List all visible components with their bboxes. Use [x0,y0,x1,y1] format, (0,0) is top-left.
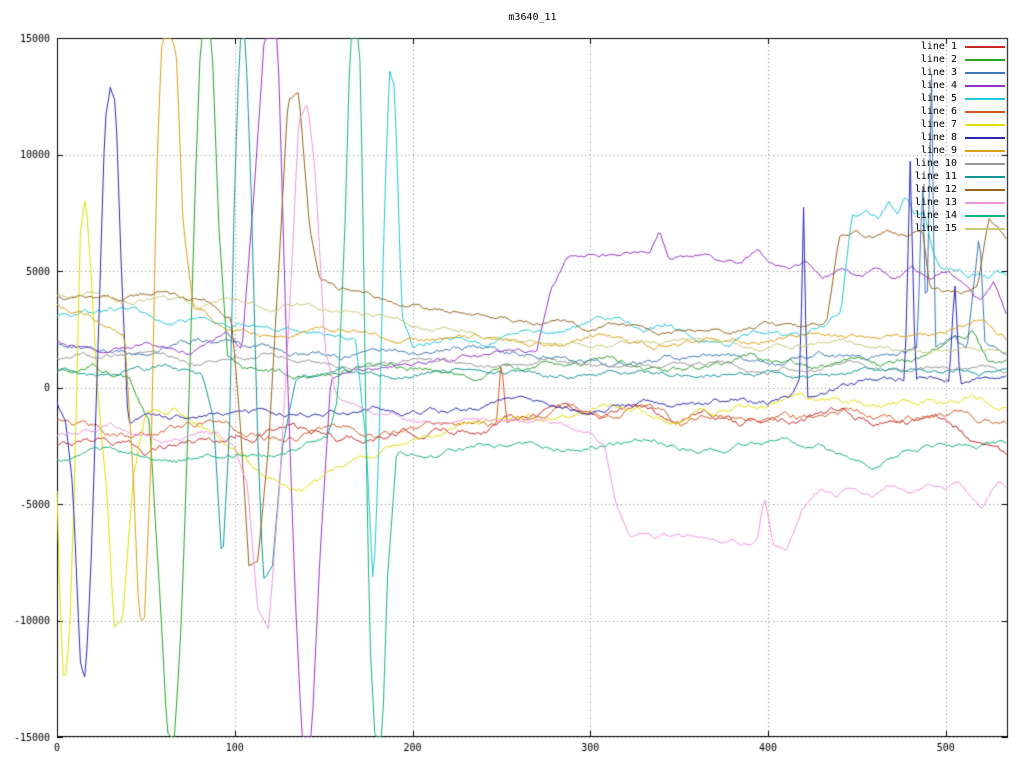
chart-title: m3640_11 [508,12,557,23]
legend-label: line 6 [920,106,957,117]
legend: line 1 line 2 line 3 line 4 line 5 line 6 line… [915,40,1005,235]
legend-entry: line 2 [915,53,1005,66]
legend-label: line 12 [914,184,957,195]
legend-label: line 14 [914,210,957,221]
legend-label: line 2 [920,54,957,65]
legend-line-sample-icon [965,84,1005,87]
legend-line-sample-icon [965,162,1005,165]
legend-label: line 7 [920,119,957,130]
legend-line-sample-icon [965,227,1005,230]
legend-line-sample-icon [965,71,1005,74]
legend-entry: line 11 [915,170,1005,183]
legend-entry: line 6 [915,105,1005,118]
legend-label: line 5 [920,93,957,104]
legend-label: line 8 [920,132,957,143]
legend-entry: line 10 [915,157,1005,170]
legend-line-sample-icon [965,175,1005,178]
legend-line-sample-icon [965,201,1005,204]
legend-entry: line 4 [915,79,1005,92]
legend-entry: line 8 [915,131,1005,144]
legend-line-sample-icon [965,123,1005,126]
legend-entry: line 5 [915,92,1005,105]
legend-entry: line 9 [915,144,1005,157]
legend-line-sample-icon [965,136,1005,139]
legend-line-sample-icon [965,110,1005,113]
legend-line-sample-icon [965,188,1005,191]
legend-line-sample-icon [965,214,1005,217]
legend-label: line 15 [914,223,957,234]
legend-entry: line 13 [915,196,1005,209]
legend-label: line 11 [914,171,957,182]
legend-line-sample-icon [965,149,1005,152]
legend-entry: line 14 [915,209,1005,222]
legend-line-sample-icon [965,58,1005,61]
legend-line-sample-icon [965,45,1005,48]
legend-entry: line 12 [915,183,1005,196]
legend-entry: line 3 [915,66,1005,79]
legend-label: line 9 [920,145,957,156]
legend-label: line 3 [920,67,957,78]
legend-entry: line 7 [915,118,1005,131]
legend-entry: line 1 [915,40,1005,53]
legend-entry: line 15 [915,222,1005,235]
legend-label: line 1 [920,41,957,52]
legend-label: line 13 [914,197,957,208]
legend-label: line 4 [920,80,957,91]
legend-label: line 10 [914,158,957,169]
legend-line-sample-icon [965,97,1005,100]
